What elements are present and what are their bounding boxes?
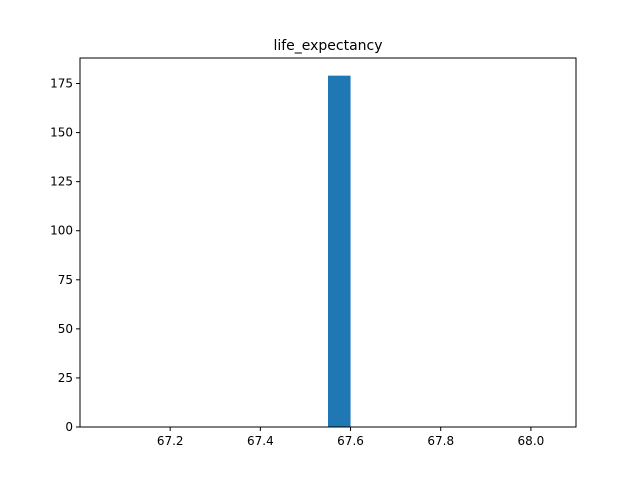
histogram-bar — [328, 75, 351, 428]
x-tick-label: 67.8 — [427, 434, 454, 448]
y-tick-label: 150 — [50, 126, 73, 140]
x-tick-label: 67.6 — [337, 434, 364, 448]
y-tick-label: 125 — [50, 175, 73, 189]
x-tick-label: 67.2 — [157, 434, 184, 448]
y-tick-label: 175 — [50, 77, 73, 91]
y-tick-label: 50 — [58, 322, 73, 336]
y-tick-label: 75 — [58, 273, 73, 287]
y-axis: 0 25 50 75 100 125 150 175 — [50, 77, 80, 434]
x-tick-label: 67.4 — [247, 434, 274, 448]
bars-layer — [328, 75, 351, 428]
y-tick-label: 25 — [58, 371, 73, 385]
y-tick-label: 0 — [65, 420, 73, 434]
x-tick-label: 68.0 — [518, 434, 545, 448]
plot-area-frame — [79, 57, 577, 428]
x-axis: 67.2 67.4 67.6 67.8 68.0 — [157, 427, 544, 448]
y-tick-label: 100 — [50, 224, 73, 238]
chart-title: life_expectancy — [273, 38, 382, 54]
